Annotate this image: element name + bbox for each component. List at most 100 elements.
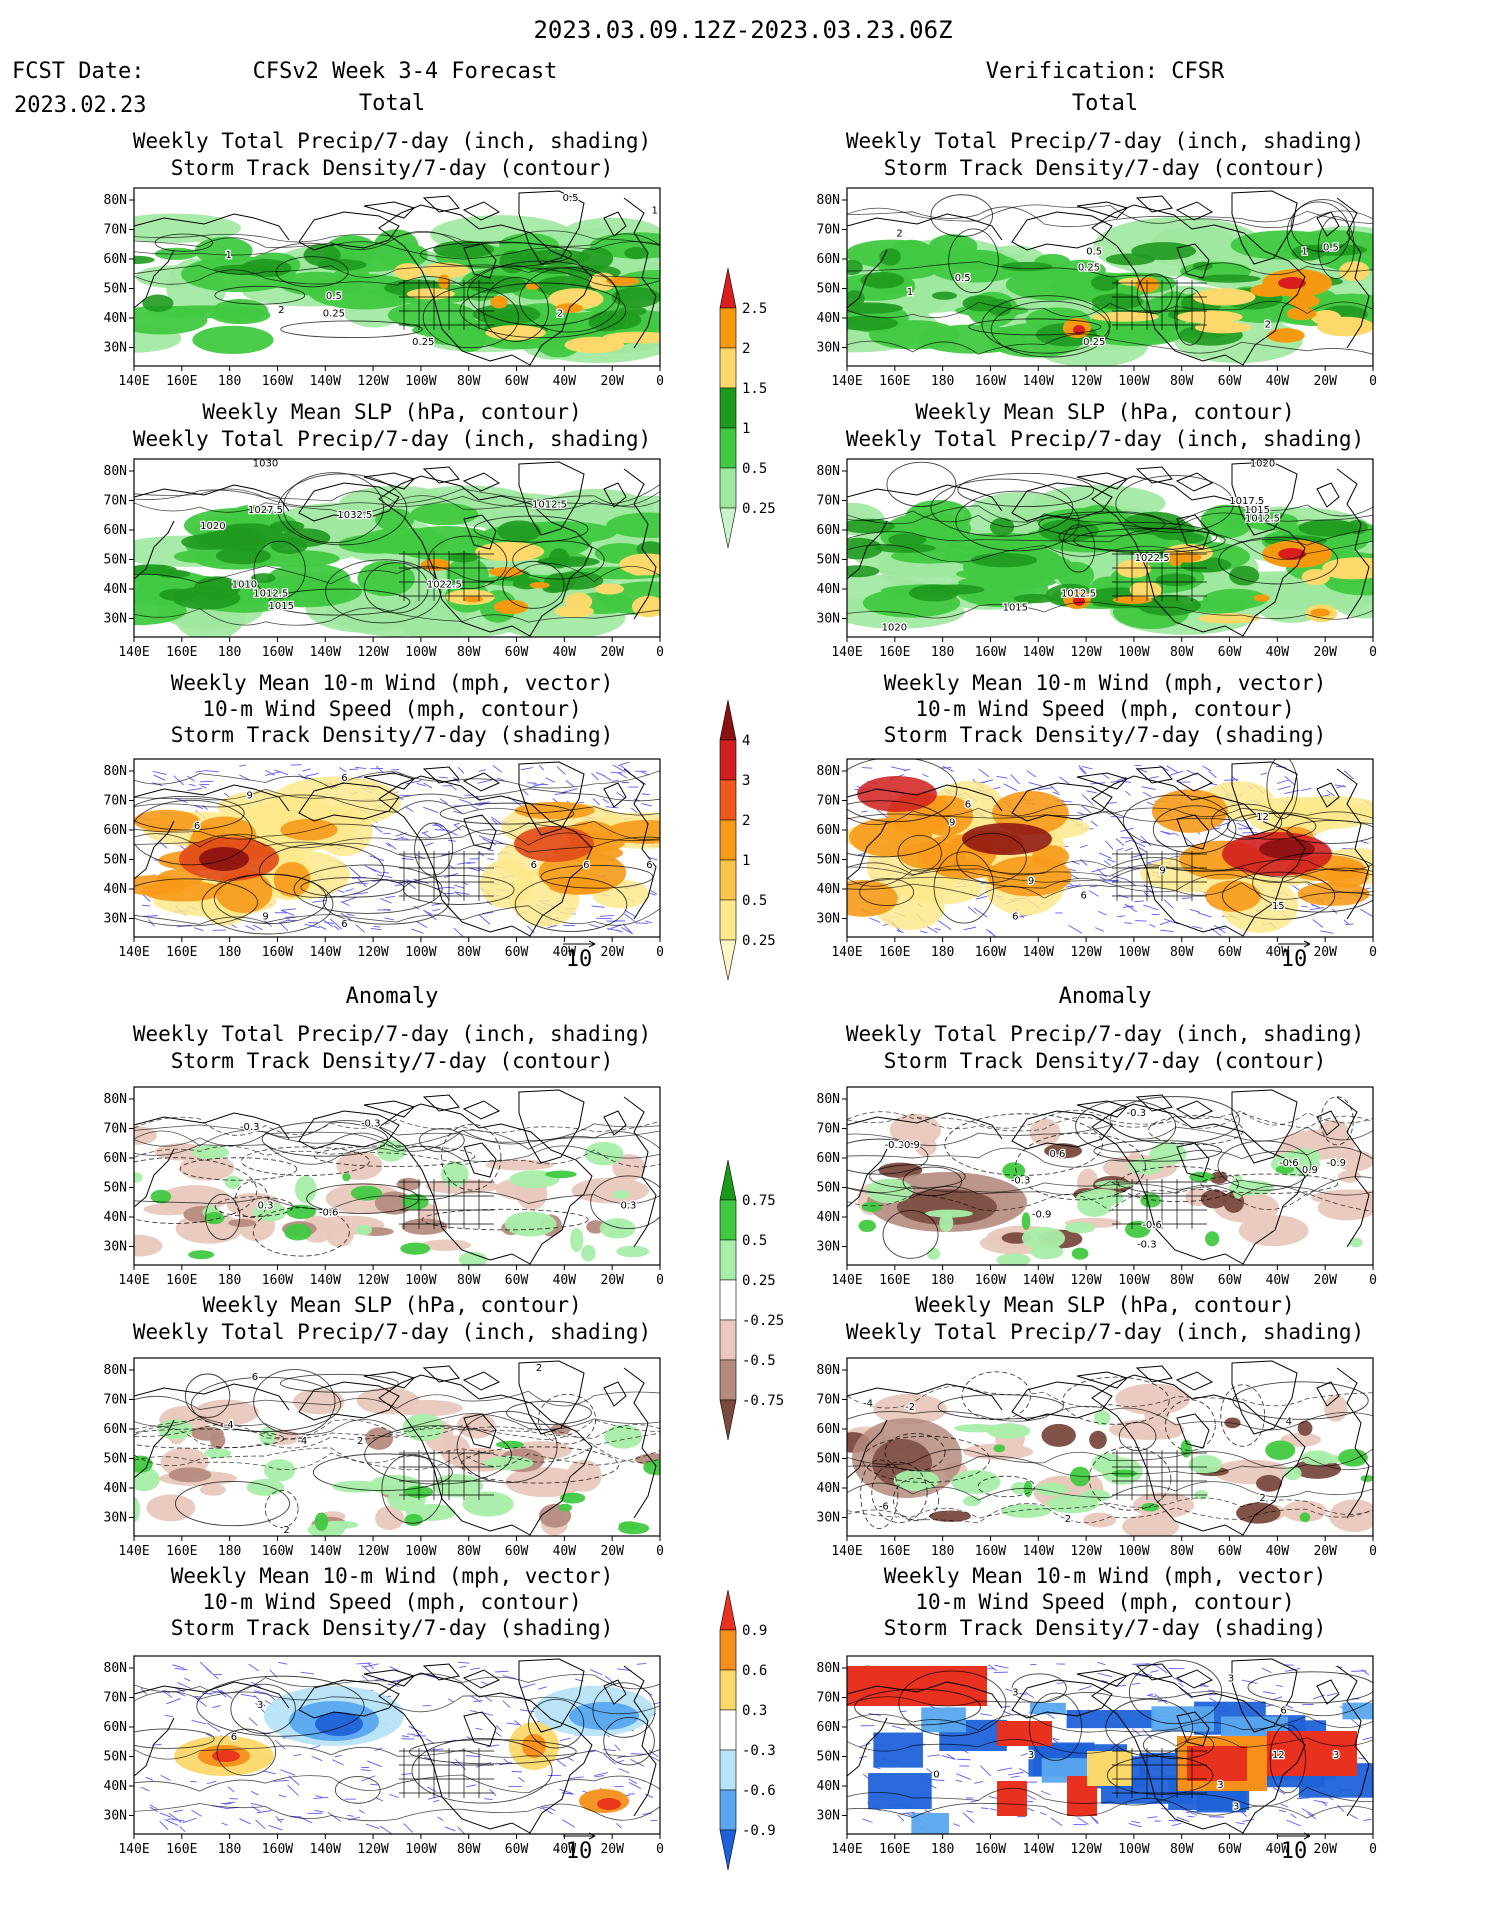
lon-tick-label: 180 bbox=[931, 374, 954, 389]
contour-label: 0.5 bbox=[1323, 243, 1339, 254]
lat-tick-label: 40N bbox=[817, 882, 840, 897]
map-panel-L3: 6 9 6 6 6 6 9 6 140E 160E 180 160W 140W 120W 100W 80W 60… bbox=[104, 758, 664, 960]
lat-tick-label: 40N bbox=[817, 1210, 840, 1225]
contour-label: 1012.5 bbox=[532, 500, 567, 511]
lon-tick-label: 40W bbox=[1266, 374, 1290, 389]
contour-label: -4 bbox=[863, 1399, 873, 1410]
vector-reference: 10 bbox=[1278, 1832, 1311, 1864]
lat-tick-label: 80N bbox=[104, 464, 127, 479]
panel-title-L3: Weekly Mean 10-m Wind (mph, vector) 10-m… bbox=[171, 671, 614, 747]
lon-tick-label: 40W bbox=[553, 1544, 577, 1559]
lon-tick-label: 80W bbox=[1170, 1544, 1194, 1559]
contour-label: 1027.5 bbox=[248, 505, 283, 516]
lat-tick-label: 40N bbox=[104, 1210, 127, 1225]
contour-label: 15 bbox=[1272, 901, 1285, 912]
lon-tick-label: 60W bbox=[1218, 1544, 1242, 1559]
lon-tick-label: 100W bbox=[405, 1842, 436, 1857]
lon-tick-label: 140E bbox=[118, 1544, 149, 1559]
contour-label: 1015 bbox=[269, 601, 294, 612]
lon-tick-label: 80W bbox=[1170, 1842, 1194, 1857]
lat-tick-label: 80N bbox=[104, 1092, 127, 1107]
contour-label: 2 bbox=[896, 229, 902, 240]
colorbar-tick-label: 0.25 bbox=[742, 1273, 776, 1289]
contour-label: 0.25 bbox=[323, 309, 345, 320]
lat-tick-label: 80N bbox=[104, 1363, 127, 1378]
section-label-anomaly-right: Anomaly bbox=[1059, 984, 1152, 1009]
lon-tick-label: 160W bbox=[262, 1842, 293, 1857]
contour-label: 6 bbox=[194, 821, 200, 832]
contour-label: 12 bbox=[1272, 1750, 1285, 1761]
colorbar-tick-label: -0.5 bbox=[742, 1353, 776, 1369]
svg-text:Storm Track Density/7-day (con: Storm Track Density/7-day (contour) bbox=[884, 1049, 1327, 1073]
contour-label: 1015 bbox=[1003, 603, 1028, 614]
lat-tick-label: 80N bbox=[104, 1661, 127, 1676]
contour-label: 1012.5 bbox=[253, 589, 288, 600]
lat-tick-label: 30N bbox=[817, 912, 840, 927]
panel-title-R2: Weekly Mean SLP (hPa, contour) Weekly To… bbox=[846, 400, 1364, 451]
lon-tick-label: 60W bbox=[1218, 1273, 1242, 1288]
lon-tick-label: 160W bbox=[975, 374, 1006, 389]
lon-tick-label: 140W bbox=[1023, 374, 1054, 389]
lon-tick-label: 160E bbox=[166, 945, 197, 960]
lon-tick-label: 160W bbox=[262, 1273, 293, 1288]
contour-label: 0.3 bbox=[620, 1200, 636, 1211]
section-label-total-right: Total bbox=[1072, 91, 1138, 116]
lon-tick-label: 120W bbox=[1070, 1273, 1101, 1288]
contour-label: 1 bbox=[1301, 246, 1307, 257]
colorbar-tick-label: 4 bbox=[742, 733, 750, 749]
contour-label: 1010 bbox=[232, 580, 257, 591]
vector-reference: 10 bbox=[1278, 940, 1311, 972]
svg-text:Storm Track Density/7-day (con: Storm Track Density/7-day (contour) bbox=[171, 1049, 614, 1073]
lon-tick-label: 160E bbox=[879, 945, 910, 960]
lat-tick-label: 50N bbox=[817, 1452, 840, 1467]
colorbar-tick-label: 1.5 bbox=[742, 381, 767, 397]
lon-tick-label: 40W bbox=[1266, 1544, 1290, 1559]
colorbar-tick-label: 0.75 bbox=[742, 1193, 776, 1209]
lat-tick-label: 70N bbox=[817, 794, 840, 809]
svg-text:Weekly Total Precip/7-day (inc: Weekly Total Precip/7-day (inch, shading… bbox=[133, 129, 651, 153]
lat-tick-label: 60N bbox=[104, 252, 127, 267]
map-panel-L2: 10301027.510201032.51012.510101012.51015… bbox=[104, 457, 664, 660]
lon-tick-label: 160W bbox=[262, 945, 293, 960]
lon-tick-label: 20W bbox=[600, 1273, 624, 1288]
contour-label: 1 bbox=[225, 250, 231, 261]
lon-tick-label: 40W bbox=[1266, 1273, 1290, 1288]
lon-tick-label: 40W bbox=[1266, 1842, 1290, 1857]
lon-tick-label: 100W bbox=[1118, 374, 1149, 389]
contour-label: -0.6 bbox=[319, 1208, 339, 1219]
lon-tick-label: 60W bbox=[505, 1544, 529, 1559]
contour-label: -4 bbox=[297, 1436, 307, 1447]
section-label-anomaly-left: Anomaly bbox=[346, 984, 439, 1009]
contour-label: -0.9 bbox=[1032, 1209, 1052, 1220]
lon-tick-label: 80W bbox=[1170, 645, 1194, 660]
contour-label: 6 bbox=[1280, 1705, 1286, 1716]
lon-tick-label: 80W bbox=[457, 945, 481, 960]
svg-text:Weekly Total Precip/7-day (inc: Weekly Total Precip/7-day (inch, shading… bbox=[133, 1022, 651, 1046]
lat-tick-label: 50N bbox=[817, 1750, 840, 1765]
lon-tick-label: 80W bbox=[457, 1544, 481, 1559]
lat-tick-label: 30N bbox=[817, 1511, 840, 1526]
lon-tick-label: 140W bbox=[310, 374, 341, 389]
lat-tick-label: 50N bbox=[104, 853, 127, 868]
lon-tick-label: 120W bbox=[1070, 945, 1101, 960]
lon-tick-label: 100W bbox=[1118, 1273, 1149, 1288]
colorbar-tick-label: -0.6 bbox=[742, 1783, 776, 1799]
contour-label: 2 bbox=[536, 1363, 542, 1374]
lat-tick-label: 30N bbox=[817, 1809, 840, 1824]
contour-label: 2 bbox=[278, 305, 284, 316]
contour-label: 0.5 bbox=[326, 291, 342, 302]
lon-tick-label: 20W bbox=[600, 1842, 624, 1857]
lon-tick-label: 100W bbox=[1118, 945, 1149, 960]
colorbar-tick-label: -0.3 bbox=[742, 1743, 776, 1759]
svg-text:Weekly Total Precip/7-day (inc: Weekly Total Precip/7-day (inch, shading… bbox=[846, 427, 1364, 451]
lon-tick-label: 100W bbox=[405, 374, 436, 389]
lon-tick-label: 40W bbox=[553, 645, 577, 660]
panel-title-R6: Weekly Mean 10-m Wind (mph, vector) 10-m… bbox=[884, 1564, 1327, 1640]
lat-tick-label: 60N bbox=[817, 523, 840, 538]
contour-label: 1020 bbox=[200, 521, 225, 532]
lon-tick-label: 0 bbox=[1369, 1273, 1377, 1288]
lon-tick-label: 140W bbox=[1023, 1273, 1054, 1288]
svg-text:Weekly Total Precip/7-day (inc: Weekly Total Precip/7-day (inch, shading… bbox=[846, 129, 1364, 153]
lon-tick-label: 20W bbox=[1313, 945, 1337, 960]
